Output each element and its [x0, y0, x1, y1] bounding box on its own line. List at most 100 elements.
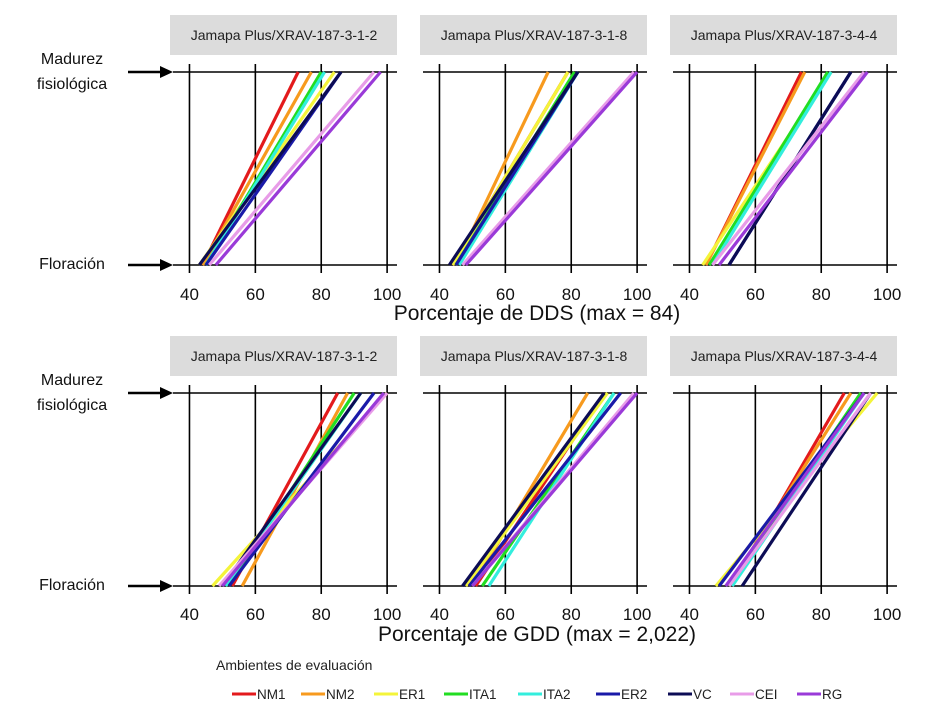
x-tick-label: 60	[246, 605, 265, 624]
series-line-nm2	[471, 392, 590, 587]
legend-label: RG	[822, 687, 842, 702]
series-line-cei	[208, 70, 376, 267]
legend-item-nm1: NM1	[232, 687, 286, 702]
x-tick-label: 80	[312, 285, 331, 304]
series-line-rg	[717, 71, 869, 266]
panel-strip	[420, 336, 647, 376]
panel-strip	[670, 15, 897, 55]
panel-title: Jamapa Plus/XRAV-187-3-4-4	[691, 348, 878, 364]
series-line-nm1	[201, 71, 300, 266]
maturity-label-line-1: Madurez	[41, 372, 103, 389]
x-tick-label: 100	[373, 285, 401, 304]
series-line-rg	[464, 70, 639, 267]
chart-rows: Jamapa Plus/XRAV-187-3-1-240 60 80 100Jamap…	[170, 15, 901, 624]
panel-title: Jamapa Plus/XRAV-187-3-4-4	[691, 27, 878, 43]
panel-r2-3: Jamapa Plus/XRAV-187-3-4-4 40 60 80 100	[670, 336, 901, 624]
x-tick-label: 40	[430, 605, 449, 624]
panel-title: Jamapa Plus/XRAV-187-3-1-2	[191, 27, 378, 43]
maturity-arrow	[128, 387, 173, 399]
flowering-arrow	[128, 580, 173, 592]
flowering-arrow	[128, 259, 173, 271]
legend-label: ER2	[621, 687, 647, 702]
legend-label: VC	[693, 687, 712, 702]
series-line-vc	[461, 392, 606, 587]
x-tick-label: 80	[312, 605, 331, 624]
chart-row-1: Jamapa Plus/XRAV-187-3-1-240 60 80 100Jamap…	[170, 15, 901, 304]
panel-strip	[670, 336, 897, 376]
x-tick-label: 80	[562, 605, 581, 624]
x-tick-label: 40	[680, 285, 699, 304]
flowering-label: Floración	[39, 256, 105, 273]
x-tick-label: 80	[812, 285, 831, 304]
maturity-label-line-1: Madurez	[41, 51, 103, 68]
maturity-arrow	[128, 66, 173, 78]
x-tick-label: 100	[873, 605, 901, 624]
x-tick-label: 40	[180, 285, 199, 304]
x-tick-label: 60	[746, 285, 765, 304]
x-tick-label: 100	[873, 285, 901, 304]
series-line-vc	[198, 71, 343, 266]
legend-item-er1: ER1	[374, 687, 425, 702]
x-axis-title-gdd: Porcentaje de GDD (max = 2,022)	[378, 623, 696, 646]
series-line-ita1	[707, 71, 830, 266]
series-line-rg	[724, 392, 866, 587]
legend-item-rg: RG	[797, 687, 842, 702]
legend-item-vc: VC	[668, 687, 712, 702]
legend-label: ITA1	[469, 687, 497, 702]
series-line-er2	[467, 392, 622, 587]
legend-item-cei: CEI	[730, 687, 778, 702]
series-line-ita2	[204, 71, 326, 266]
series-line-ita2	[711, 71, 833, 266]
series-line-vc	[740, 392, 872, 587]
panel-strip	[420, 15, 647, 55]
side-labels-row-2: Madurez fisiológica Floración	[37, 372, 173, 594]
legend-item-ita1: ITA1	[444, 687, 497, 702]
legend-items: NM1 NM2 ER1 ITA1 ITA2 ER2 VC CEI RG	[232, 687, 842, 702]
legend-label: ITA2	[543, 687, 571, 702]
legend-item-nm2: NM2	[301, 687, 355, 702]
maturity-label-line-2: fisiológica	[37, 76, 107, 93]
series-line-rg	[221, 391, 386, 588]
panel-strip	[170, 15, 397, 55]
legend-item-er2: ER2	[596, 687, 647, 702]
legend-label: ER1	[399, 687, 425, 702]
series-line-rg	[214, 70, 382, 267]
panel-title: Jamapa Plus/XRAV-187-3-1-8	[441, 27, 628, 43]
maturity-label-line-2: fisiológica	[37, 397, 107, 414]
panel-title: Jamapa Plus/XRAV-187-3-1-2	[191, 348, 378, 364]
panel-r1-2: Jamapa Plus/XRAV-187-3-1-8 40 60 80 100	[420, 15, 651, 304]
x-tick-label: 80	[812, 605, 831, 624]
x-tick-label: 60	[746, 605, 765, 624]
x-tick-label: 40	[180, 605, 199, 624]
series-line-er1	[464, 392, 609, 587]
series-line-cei	[727, 392, 872, 587]
x-tick-label: 80	[562, 285, 581, 304]
panel-r1-1: Jamapa Plus/XRAV-187-3-1-2 40 60 80 100	[170, 15, 401, 304]
x-tick-label: 60	[496, 285, 515, 304]
x-tick-label: 40	[430, 285, 449, 304]
legend-item-ita2: ITA2	[518, 687, 571, 702]
flowering-label: Floración	[39, 577, 105, 594]
panel-r2-2: Jamapa Plus/XRAV-187-3-1-8 40 60 80 100	[420, 336, 651, 624]
legend: Ambientes de evaluación NM1 NM2 ER1 ITA1 ITA…	[216, 657, 842, 702]
x-tick-label: 60	[496, 605, 515, 624]
chart-row-2: Jamapa Plus/XRAV-187-3-1-240 60 80 100Jamap…	[170, 336, 901, 624]
side-labels-row-1: Madurez fisiológica Floración	[37, 51, 173, 273]
legend-title: Ambientes de evaluación	[216, 657, 372, 673]
series-line-cei	[711, 71, 866, 266]
x-tick-label: 100	[623, 285, 651, 304]
panel-r1-3: Jamapa Plus/XRAV-187-3-4-4 40 60 80 100	[670, 15, 901, 304]
x-tick-label: 100	[623, 605, 651, 624]
x-axis-title-dds: Porcentaje de DDS (max = 84)	[394, 302, 681, 325]
series-line-cei	[461, 70, 636, 267]
x-tick-label: 60	[246, 285, 265, 304]
legend-label: NM2	[326, 687, 355, 702]
series-line-rg	[471, 391, 639, 588]
legend-label: CEI	[755, 687, 778, 702]
x-tick-label: 40	[680, 605, 699, 624]
x-tick-label: 100	[373, 605, 401, 624]
series-line-vc	[448, 71, 580, 266]
legend-label: NM1	[257, 687, 286, 702]
panel-r2-1: Jamapa Plus/XRAV-187-3-1-2 40 60 80 100	[170, 336, 401, 624]
